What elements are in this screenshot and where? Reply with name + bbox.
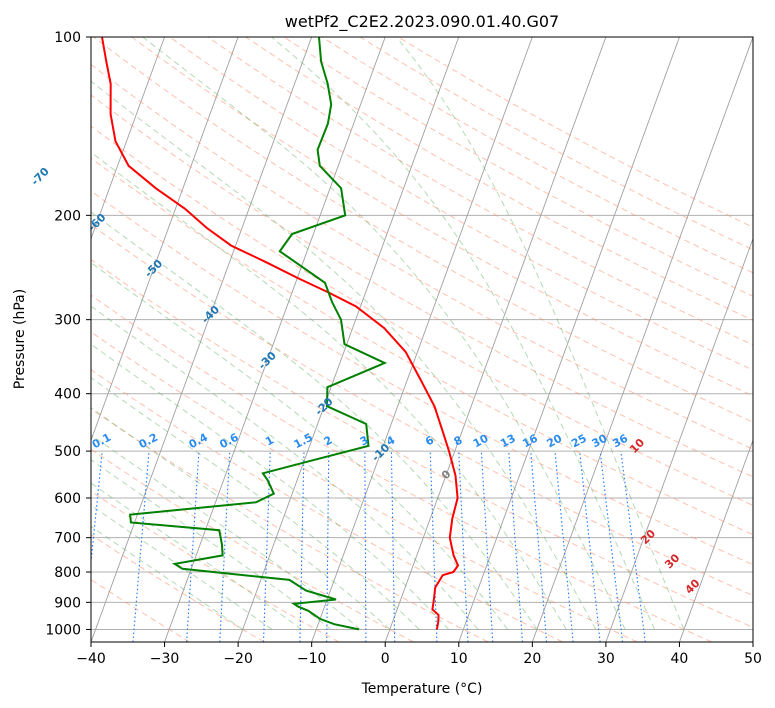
moist-adiabat xyxy=(91,377,420,630)
x-tick-label: 30 xyxy=(597,651,615,667)
dry-adiabat xyxy=(91,369,563,642)
isotherm-line xyxy=(91,37,239,442)
moist-adiabat xyxy=(91,407,391,630)
isotherm-line xyxy=(311,37,533,642)
moist-adiabat xyxy=(91,482,302,630)
x-tick-label: −20 xyxy=(223,651,253,667)
plot-frame xyxy=(90,36,754,643)
mixing-ratio-label: 13 xyxy=(498,432,518,451)
moist-adiabat xyxy=(91,305,479,630)
isotherm-line xyxy=(605,237,753,642)
y-tick-label: 200 xyxy=(54,208,81,224)
moist-adiabat xyxy=(91,80,597,630)
dry-adiabat xyxy=(91,294,713,642)
dry-adiabat xyxy=(91,157,753,536)
dry-adiabat xyxy=(91,224,753,597)
mixing-ratio-label: 20 xyxy=(545,432,565,451)
y-tick-label: 500 xyxy=(54,444,81,460)
x-tick-label: −30 xyxy=(150,651,180,667)
moist-adiabat xyxy=(91,211,538,630)
y-tick-label: 400 xyxy=(54,387,81,403)
moist-adiabat xyxy=(142,37,626,630)
dry-adiabat xyxy=(93,37,753,423)
dry-adiabat xyxy=(91,258,753,628)
mixing-ratio-label: 16 xyxy=(520,432,540,451)
mixing-ratio-label: 25 xyxy=(569,432,589,451)
mixing-ratio-label: 36 xyxy=(610,432,630,451)
x-axis-label: Temperature (°C) xyxy=(361,681,483,697)
dry-adiabat xyxy=(131,37,753,397)
isotherm-line xyxy=(237,37,460,642)
moist-adiabat xyxy=(91,434,361,630)
isotherm-line xyxy=(458,37,680,642)
isotherm-line xyxy=(91,37,165,240)
moist-adiabat xyxy=(91,343,449,630)
isotherm-line xyxy=(679,439,753,642)
moist-adiabat xyxy=(91,525,243,630)
y-tick-label: 800 xyxy=(54,565,81,581)
dry-adiabat xyxy=(91,190,753,566)
moist-adiabat xyxy=(271,37,656,630)
chart-title: wetPf2_C2E2.2023.090.01.40.G07 xyxy=(285,12,559,32)
mixing-ratio-label: 30 xyxy=(590,432,610,451)
y-tick-label: 300 xyxy=(54,313,81,329)
y-axis-label: Pressure (hPa) xyxy=(12,289,28,389)
y-tick-label: 600 xyxy=(54,491,81,507)
x-tick-label: 0 xyxy=(381,651,390,667)
moist-adiabat xyxy=(91,262,508,630)
temperature-profile xyxy=(101,37,460,630)
mixing-ratio-line xyxy=(620,451,646,642)
x-tick-label: 20 xyxy=(523,651,541,667)
isotherm-line xyxy=(531,37,753,642)
x-tick-label: 50 xyxy=(744,651,762,667)
dry-adiabat xyxy=(91,490,340,642)
isotherm-line xyxy=(164,37,386,642)
dry-adiabat xyxy=(91,64,753,450)
dry-adiabat xyxy=(91,408,489,642)
mixing-ratio-label: 10 xyxy=(471,432,491,451)
y-tick-label: 1000 xyxy=(45,622,81,638)
dewpoint-profile xyxy=(129,37,388,631)
x-tick-label: −40 xyxy=(76,651,106,667)
mixing-ratio-line xyxy=(599,451,624,642)
moist-adiabat xyxy=(91,504,273,630)
x-tick-label: 40 xyxy=(671,651,689,667)
moist-adiabat xyxy=(396,37,685,630)
y-tick-label: 900 xyxy=(54,595,81,611)
dry-adiabat xyxy=(91,534,265,642)
dry-adiabat xyxy=(245,37,753,321)
isotherm-line xyxy=(91,37,313,642)
y-tick-label: 100 xyxy=(54,30,81,46)
dry-adiabat xyxy=(207,37,753,346)
x-tick-label: 10 xyxy=(450,651,468,667)
isotherm-line xyxy=(384,37,607,642)
y-tick-label: 700 xyxy=(54,531,81,547)
x-tick-label: −10 xyxy=(297,651,327,667)
moist-adiabat xyxy=(91,151,567,630)
